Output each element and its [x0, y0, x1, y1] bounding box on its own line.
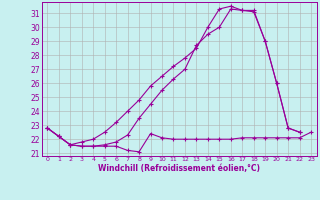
X-axis label: Windchill (Refroidissement éolien,°C): Windchill (Refroidissement éolien,°C) — [98, 164, 260, 173]
